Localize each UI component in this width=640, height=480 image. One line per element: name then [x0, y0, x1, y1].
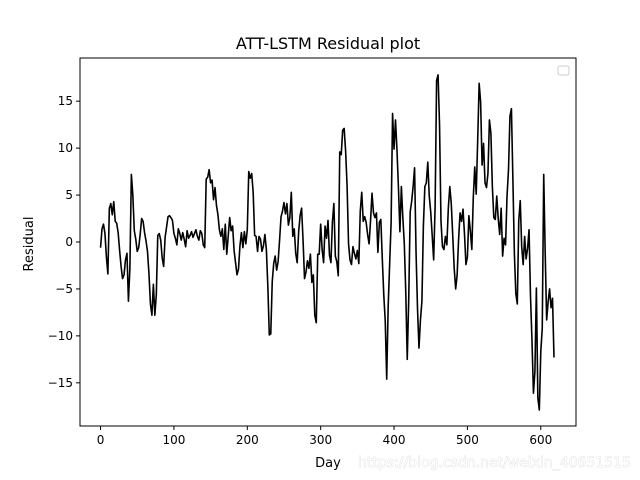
y-tick-label: −10 — [48, 329, 73, 343]
x-tick-label: 0 — [97, 433, 105, 447]
x-tick-label: 600 — [529, 433, 552, 447]
x-tick-label: 200 — [236, 433, 259, 447]
x-axis: 0 100 200 300 400 500 600 — [97, 426, 552, 447]
y-tick-label: 15 — [58, 94, 73, 108]
legend-box — [557, 65, 570, 76]
y-axis: −15 −10 −5 0 5 10 15 — [48, 94, 80, 390]
x-tick-label: 400 — [383, 433, 406, 447]
y-tick-label: −5 — [55, 282, 73, 296]
plot-area — [79, 57, 577, 427]
y-tick-label: 10 — [58, 141, 73, 155]
watermark-text: https://blog.csdn.net/weixin_40651515 — [358, 455, 631, 471]
y-tick-label: −15 — [48, 376, 73, 390]
y-tick-label: 5 — [65, 188, 73, 202]
x-tick-label: 100 — [162, 433, 185, 447]
chart-title: ATT-LSTM Residual plot — [236, 34, 420, 53]
y-tick-label: 0 — [65, 235, 73, 249]
residual-series-line — [99, 74, 555, 411]
x-axis-label: Day — [315, 456, 341, 471]
x-tick-label: 500 — [456, 433, 479, 447]
x-tick-label: 300 — [309, 433, 332, 447]
y-axis-label: Residual — [22, 217, 37, 272]
plot-frame — [79, 57, 577, 427]
